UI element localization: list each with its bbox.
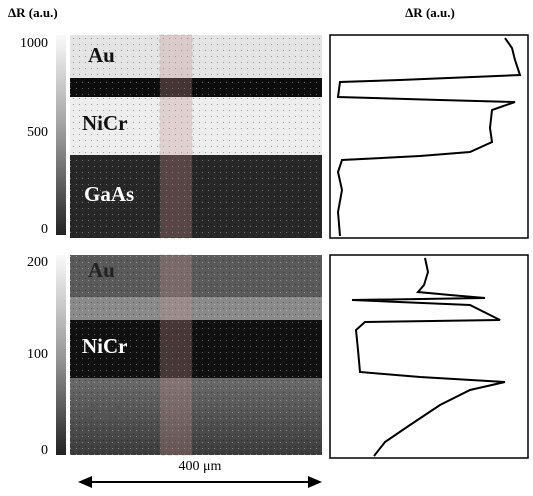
colorbar-tick: 0 (41, 222, 48, 237)
colorbar (56, 255, 66, 455)
right-axis-label: ΔR (a.u.) (405, 5, 455, 20)
colorbar-tick: 1000 (20, 36, 48, 51)
layer-label: GaAs (84, 182, 134, 206)
profile-curve (351, 257, 506, 457)
layer-label: GaAs (84, 401, 134, 425)
left-axis-label: ΔR (a.u.) (8, 5, 58, 20)
profile-box (329, 254, 529, 459)
colorbar-tick: 200 (27, 255, 48, 270)
profile-curve (336, 37, 522, 237)
image-top: Au NiCr GaAs (70, 34, 322, 239)
scale-bar-arrow (78, 476, 322, 488)
profile-box (329, 34, 529, 239)
colorbar-tick: 0 (41, 443, 48, 458)
layer-label: NiCr (82, 111, 128, 135)
image-bottom: Au NiCr GaAs (70, 254, 322, 456)
colorbar (56, 35, 66, 235)
colorbar-tick: 500 (27, 125, 48, 140)
colorbar-tick: 100 (27, 347, 48, 362)
layer-label: Au (88, 43, 115, 67)
scale-bar-label: 400 μm (179, 459, 222, 474)
layer-label: NiCr (82, 334, 128, 358)
layer-label: Au (88, 258, 115, 282)
